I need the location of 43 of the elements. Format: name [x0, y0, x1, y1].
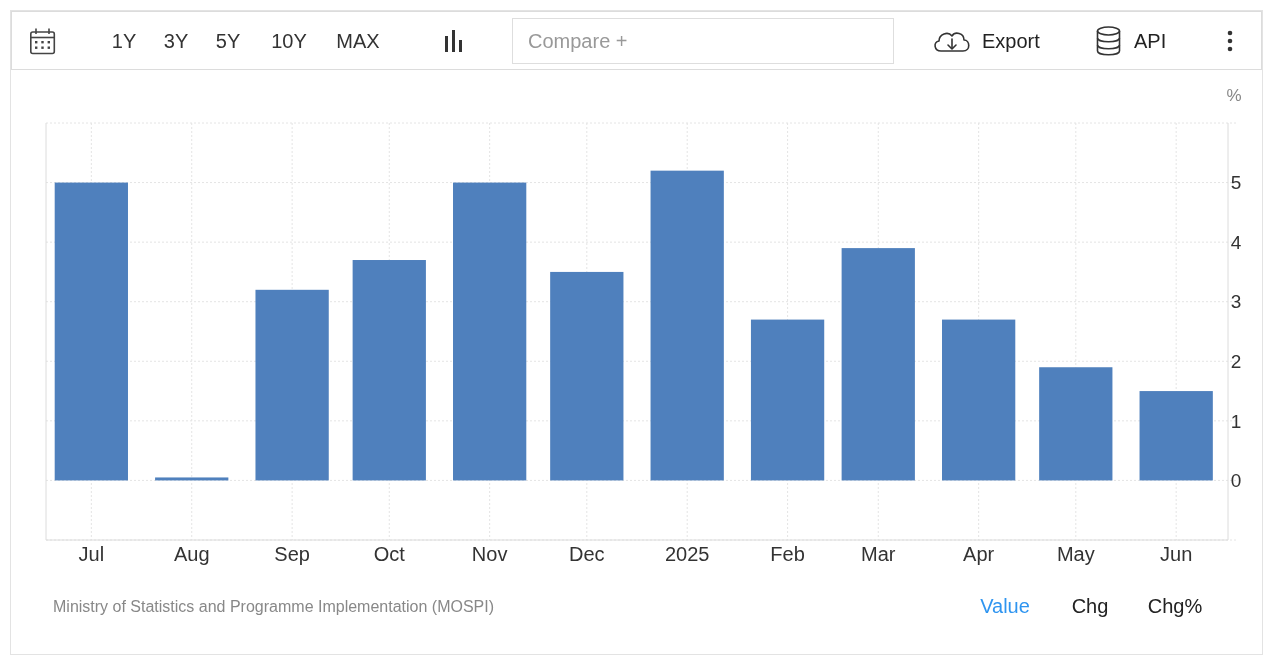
y-axis-title: %	[1226, 85, 1242, 105]
text: 5Y	[215, 30, 241, 52]
y-tick-label: 5	[1230, 172, 1242, 194]
bar	[650, 170, 724, 481]
bar	[1139, 391, 1213, 481]
x-tick-label: 2025	[664, 543, 710, 565]
text: Ministry of Statistics and Programme Implementation (MOSPI)	[53, 597, 495, 615]
y-tick-label: 0	[1230, 470, 1242, 492]
x-tick-label: Sep	[274, 543, 310, 565]
text: 1Y	[111, 30, 137, 52]
bar	[1039, 367, 1113, 481]
bar	[54, 182, 128, 481]
bar	[750, 319, 825, 481]
text: 10Y	[271, 30, 307, 52]
x-tick-label: Jul	[78, 543, 105, 565]
bar	[841, 248, 915, 481]
text: API	[1134, 30, 1167, 52]
x-tick-label: Apr	[963, 543, 995, 565]
text: Compare +	[528, 30, 628, 52]
bar	[453, 182, 527, 481]
text: Export	[982, 30, 1041, 52]
x-tick-label: Dec	[569, 543, 605, 565]
x-tick-label: Nov	[471, 543, 508, 565]
x-tick-label: Jun	[1160, 543, 1193, 565]
text: 3Y	[163, 30, 189, 52]
x-tick-label: Feb	[770, 543, 805, 565]
bar	[155, 477, 229, 481]
bar	[942, 319, 1016, 481]
x-tick-label: Mar	[861, 543, 896, 565]
text: Value	[980, 595, 1030, 617]
y-tick-label: 2	[1230, 350, 1242, 372]
x-tick-label: May	[1056, 543, 1095, 565]
y-tick-label: 4	[1230, 231, 1242, 253]
text: Chg	[1071, 595, 1109, 617]
x-tick-label: Aug	[173, 543, 210, 565]
y-tick-label: 1	[1230, 410, 1242, 432]
text: MAX	[336, 30, 380, 52]
y-tick-label: 3	[1230, 291, 1242, 313]
bar	[550, 271, 624, 481]
bar	[255, 289, 329, 481]
bar	[352, 260, 426, 481]
x-tick-label: Oct	[373, 543, 406, 565]
text: Chg%	[1147, 595, 1203, 617]
